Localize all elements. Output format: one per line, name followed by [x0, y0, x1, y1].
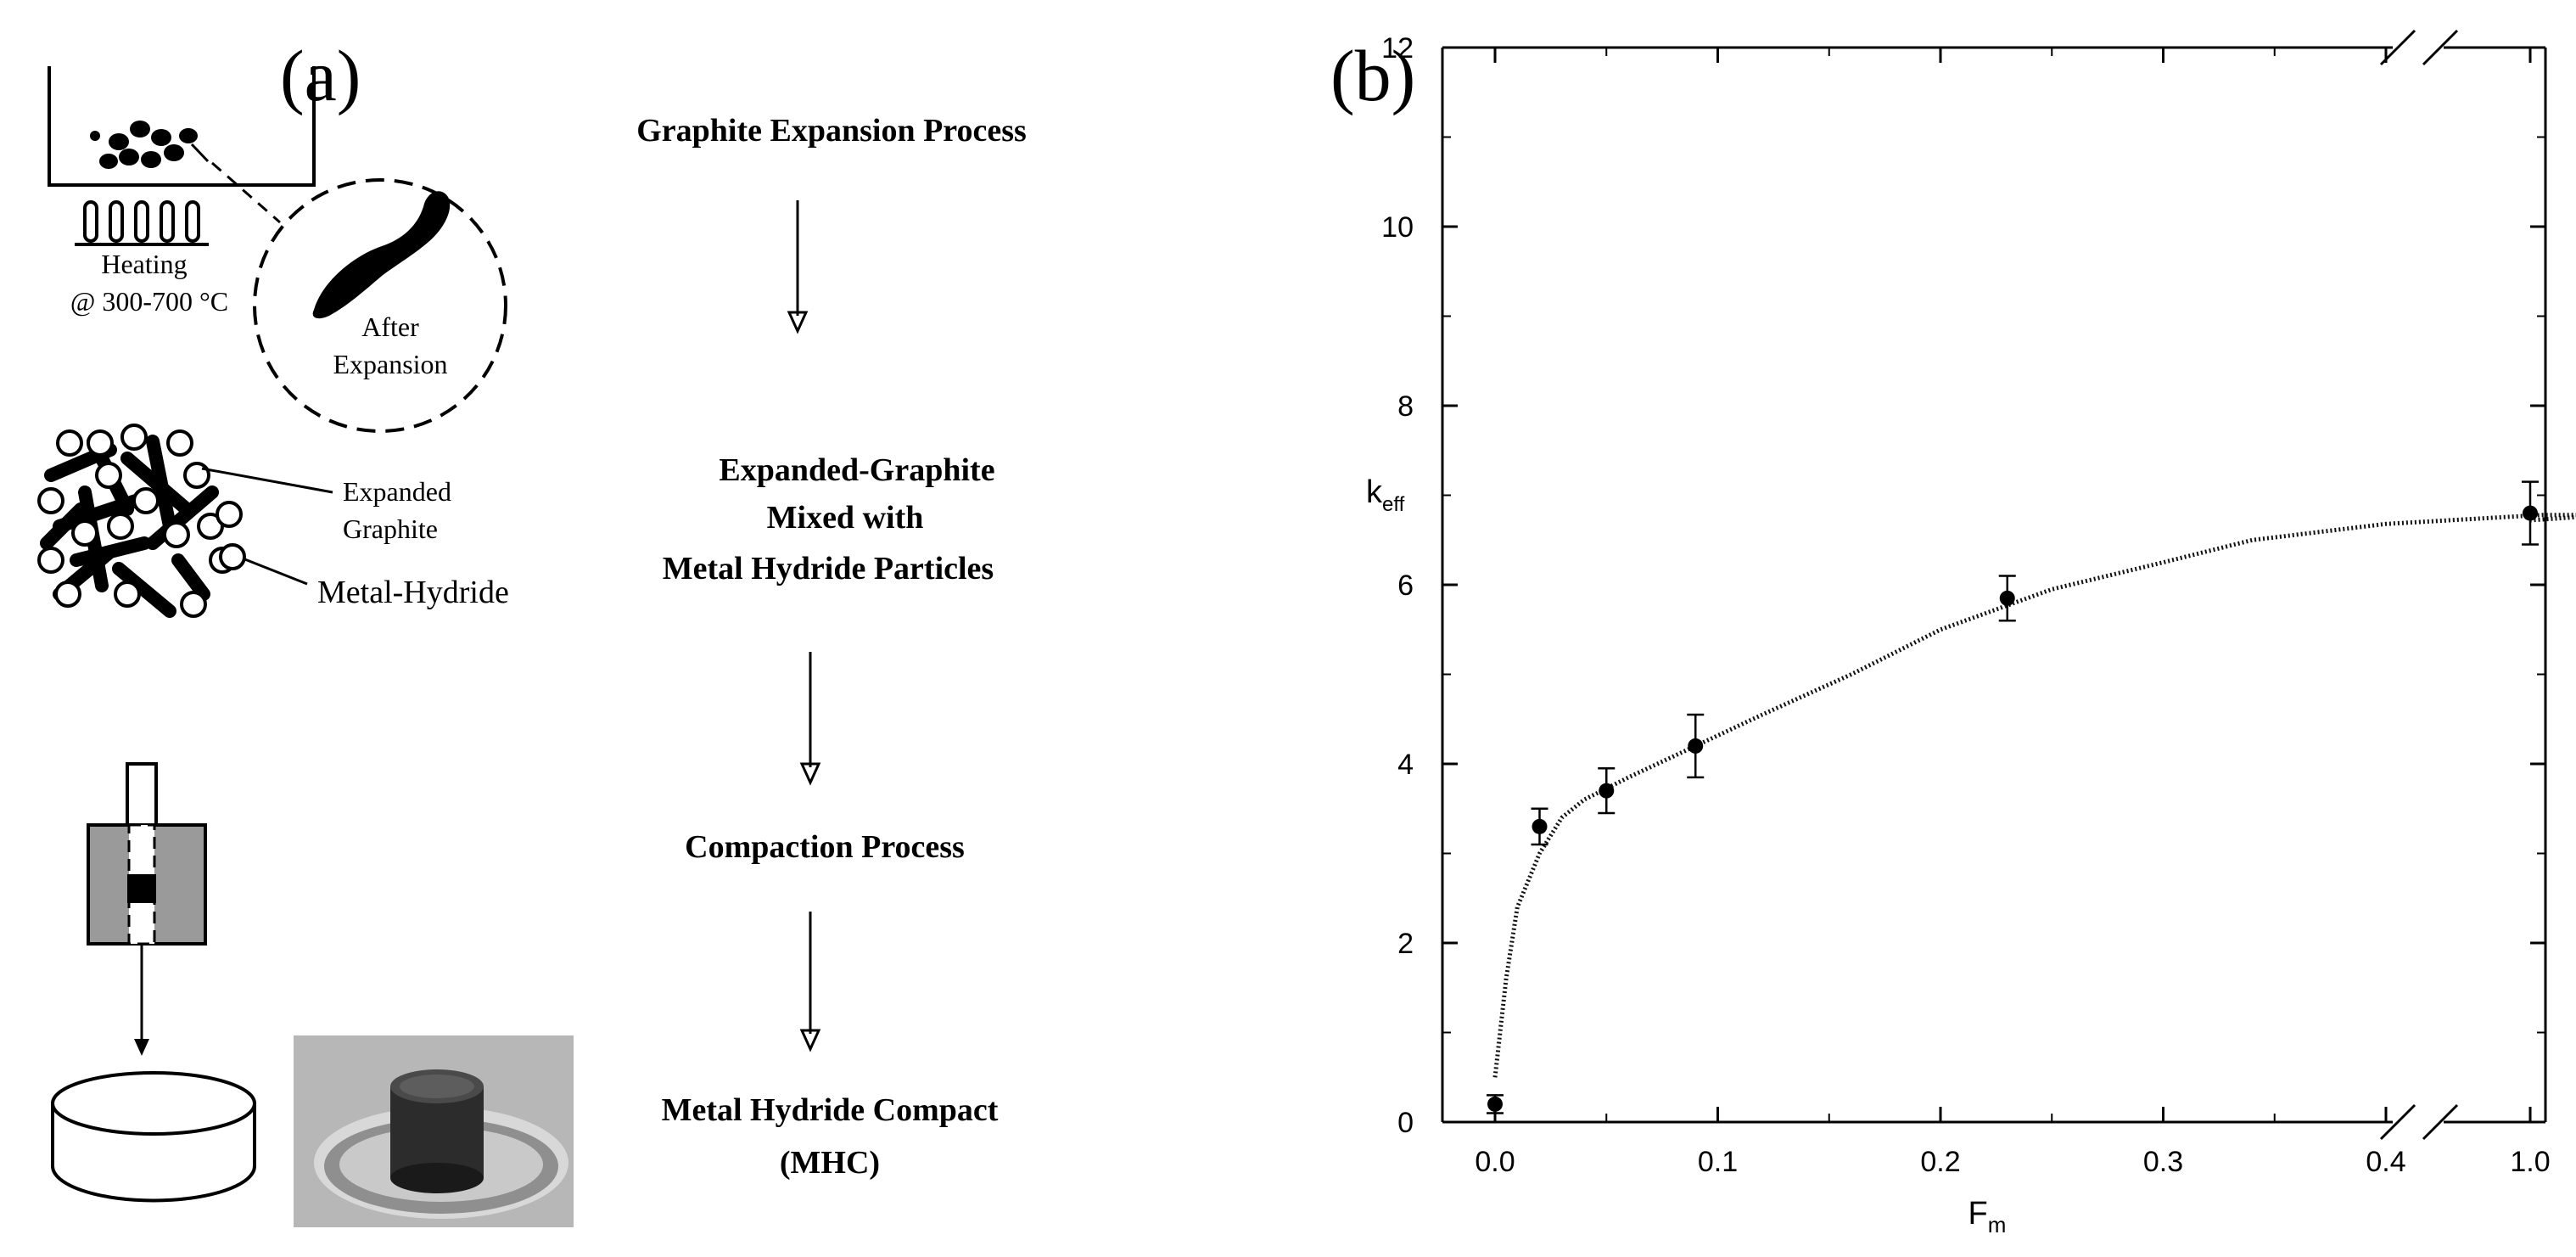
expanded-graphite-line2: Graphite: [343, 513, 438, 544]
point-marker: [1999, 590, 2015, 606]
point-marker: [2523, 505, 2538, 521]
y-tick-label: 12: [1381, 32, 1414, 65]
x-axis-ticks: 0.0 0.1 0.2 0.3 0.4 1.0: [1475, 48, 2551, 1178]
y-tick-label: 4: [1397, 749, 1414, 781]
data-points: [1487, 480, 2539, 1114]
y-tick-label: 2: [1397, 928, 1414, 960]
heating-label: Heating: [101, 249, 187, 279]
fit-curve: [1492, 513, 2576, 1078]
keff-chart: 0 2 4 6 8 10 12 0.0 0.1 0.2 0.3 0.4 1.0 Fm keff: [1366, 29, 2576, 1237]
x-tick-label: 1.0: [2510, 1146, 2550, 1178]
process-flow: Graphite Expansion Process Expanded-Grap…: [636, 113, 1027, 1181]
step-mixed-with: Mixed with: [767, 500, 924, 536]
x-break-mark-bottom: [2422, 1103, 2459, 1141]
expansion-zoom-circle: After Expansion: [211, 161, 507, 433]
heater-icon: [75, 200, 209, 246]
point-marker: [1599, 783, 1615, 799]
graphite-hydride-mixture-illustration: [37, 424, 333, 618]
x-tick-label: 0.4: [2366, 1146, 2405, 1178]
temperature-label: @ 300-700 °C: [70, 286, 228, 317]
point-marker: [1532, 818, 1548, 834]
panel-a: (a) Heating: [37, 35, 1027, 1227]
x-tick-label: 0.3: [2143, 1146, 2183, 1178]
after-expansion-line2: Expansion: [333, 349, 447, 379]
compaction-die-illustration: [87, 762, 207, 1056]
axis-break-marks: [2379, 29, 2459, 1141]
after-expansion-line1: After: [361, 311, 419, 342]
y-tick-label: 10: [1381, 211, 1414, 244]
x-break-mark-bottom: [2379, 1103, 2416, 1141]
data-point: [1598, 767, 1616, 815]
data-point: [2522, 480, 2539, 546]
step-metal-hydride-particles: Metal Hydride Particles: [663, 551, 994, 586]
step-graphite-expansion: Graphite Expansion Process: [636, 113, 1027, 149]
step-compaction-process: Compaction Process: [685, 829, 965, 865]
y-axis-label: keff: [1366, 474, 1405, 516]
point-marker: [1487, 1096, 1503, 1112]
panel-b-label: (b): [1330, 35, 1415, 116]
y-tick-label: 8: [1397, 390, 1414, 423]
step-mhc: (MHC): [780, 1145, 880, 1181]
panel-a-label: (a): [280, 35, 361, 116]
data-point: [1487, 1094, 1504, 1114]
x-tick-label: 0.2: [1920, 1146, 1960, 1178]
y-axis-ticks: 0 2 4 6 8 10 12: [1381, 32, 2545, 1139]
data-point: [1687, 713, 1705, 779]
x-break-mark-top: [2379, 29, 2416, 66]
compact-pellet-illustration: [51, 1071, 256, 1203]
x-tick-label: 0.1: [1698, 1146, 1738, 1178]
flow-arrow-3: [799, 912, 821, 1052]
x-break-mark-top: [2422, 29, 2459, 66]
panel-b: (b) 0 2 4 6 8 10 12 0.0 0.1 0.2 0.3 0.4 1.0 Fm keff: [1330, 29, 2576, 1237]
heating-container-illustration: [48, 66, 316, 187]
x-tick-label: 0.0: [1475, 1146, 1515, 1178]
point-marker: [1688, 738, 1704, 754]
x-axis-label: Fm: [1968, 1196, 2007, 1237]
metal-hydride-label: Metal-Hydride: [317, 575, 509, 610]
flow-arrow-1: [787, 200, 809, 334]
flow-arrow-2: [799, 652, 821, 786]
step-expanded-graphite: Expanded-Graphite: [719, 452, 994, 488]
y-tick-label: 0: [1397, 1107, 1414, 1139]
expanded-graphite-line1: Expanded: [343, 476, 451, 507]
data-point: [1998, 575, 2016, 622]
compact-photo: [294, 1035, 574, 1227]
data-point: [1531, 807, 1548, 846]
y-tick-label: 6: [1397, 570, 1414, 602]
step-metal-hydride-compact: Metal Hydride Compact: [662, 1092, 999, 1128]
plot-frame: [1441, 46, 2547, 1124]
